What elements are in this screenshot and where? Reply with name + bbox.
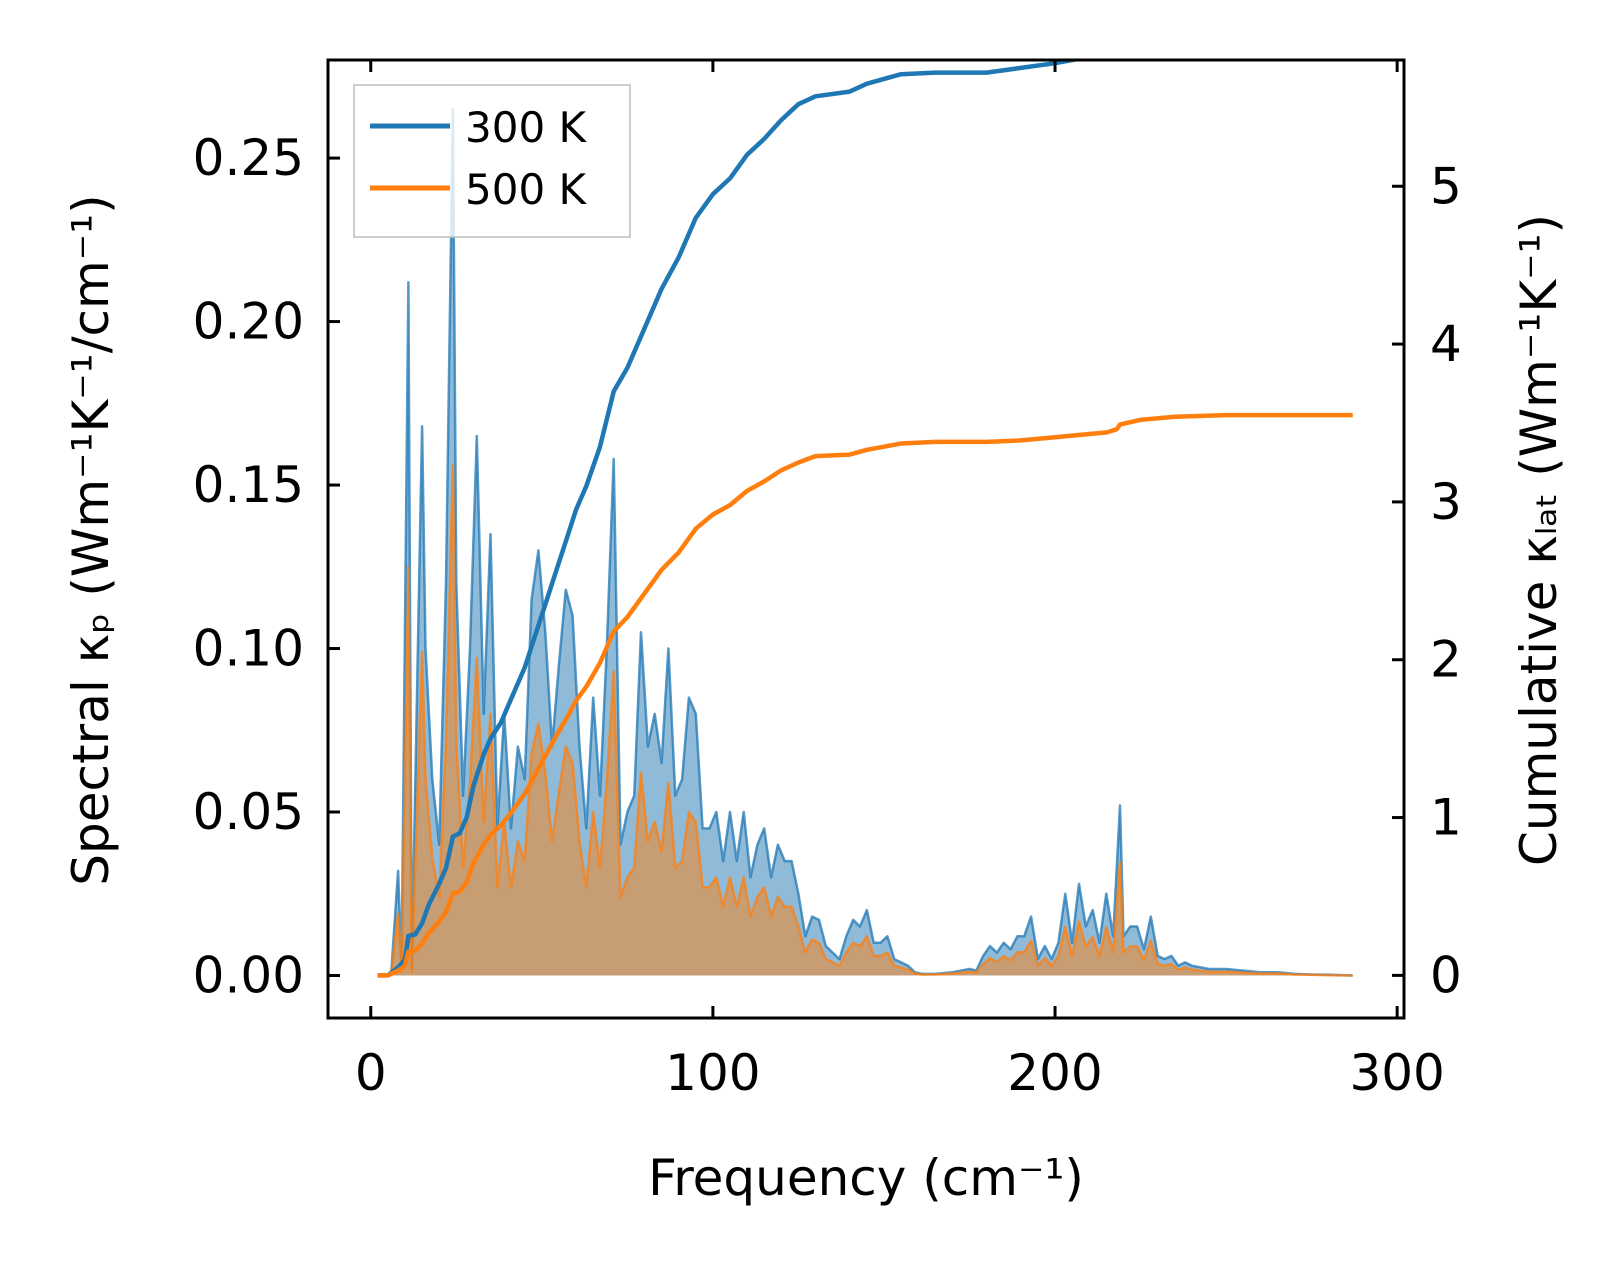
y-tick-label-right: 3 — [1430, 473, 1462, 531]
ticks-layer: 0 100 200 300 0.00 0.05 0.10 0.15 0.20 0.25 0 1 2 3 4 5 — [193, 60, 1462, 1102]
y-tick-label-left: 0.05 — [193, 783, 304, 841]
y-axis-label-right: Cumulative κₗₐₜ (Wm⁻¹K⁻¹) — [1510, 214, 1568, 866]
legend: 300 K 500 K — [353, 84, 631, 238]
y-tick-label-left: 0.20 — [193, 293, 304, 351]
y-tick-label-left: 0.25 — [193, 129, 304, 187]
x-tick-label: 300 — [1349, 1044, 1444, 1102]
y-tick-label-right: 0 — [1430, 946, 1462, 1004]
spectral-line-500k — [377, 464, 1353, 977]
y-tick-label-right: 4 — [1430, 315, 1462, 373]
y-tick-label-left: 0.15 — [193, 456, 304, 514]
y-tick-label-right: 2 — [1430, 631, 1462, 689]
y-tick-label-right: 5 — [1430, 157, 1462, 215]
y-axis-label-left: Spectral κₚ (Wm⁻¹K⁻¹/cm⁻¹) — [62, 194, 120, 885]
legend-label-500k: 500 K — [465, 165, 588, 214]
legend-box — [353, 84, 631, 238]
y-tick-label-right: 1 — [1430, 789, 1462, 847]
legend-label-300k: 300 K — [465, 103, 588, 152]
x-tick-label: 100 — [665, 1044, 760, 1102]
y-tick-label-left: 0.10 — [193, 620, 304, 678]
plot-frame — [326, 58, 1406, 1020]
cumulative-line-500k — [377, 412, 1353, 978]
x-tick-label: 0 — [355, 1044, 387, 1102]
x-tick-label: 200 — [1007, 1044, 1102, 1102]
y-tick-label-left: 0.00 — [193, 946, 304, 1004]
spectral-area-500k — [377, 465, 1353, 976]
x-axis-label: Frequency (cm⁻¹) — [648, 1149, 1084, 1207]
spectral-area-300k — [377, 109, 1353, 976]
spectral-layer — [377, 107, 1353, 977]
